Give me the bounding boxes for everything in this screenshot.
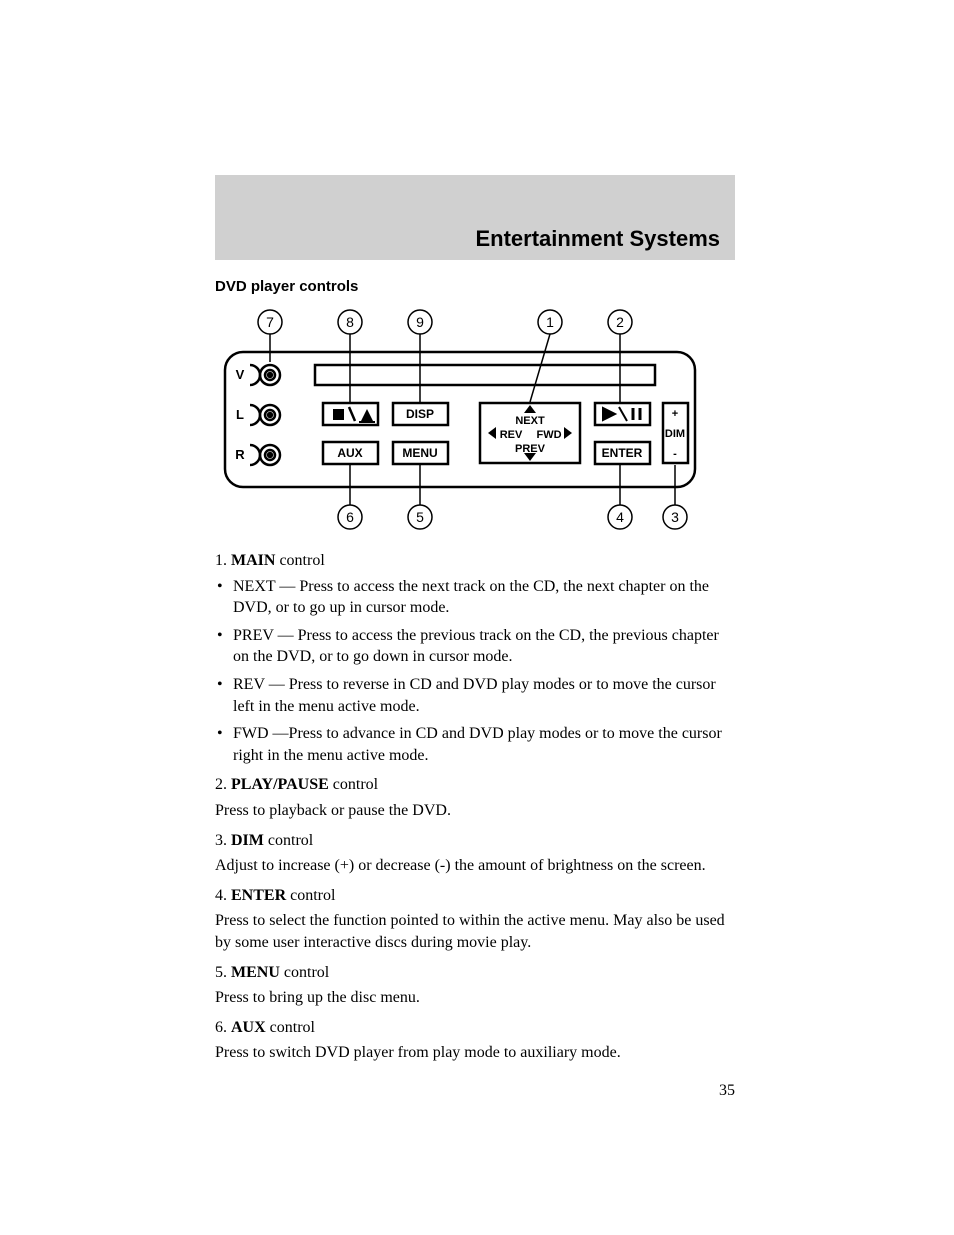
- svg-text:MENU: MENU: [402, 446, 437, 460]
- control-2-heading: 2. PLAY/PAUSE control: [215, 774, 735, 796]
- control-3-heading: 3. DIM control: [215, 830, 735, 852]
- controls-list: 1. MAIN control NEXT — Press to access t…: [215, 550, 735, 1064]
- header-title: Entertainment Systems: [475, 226, 720, 252]
- list-item: NEXT — Press to access the next track on…: [215, 576, 735, 619]
- svg-text:1: 1: [546, 314, 554, 330]
- svg-text:ENTER: ENTER: [602, 446, 643, 460]
- control-4-text: Press to select the function pointed to …: [215, 910, 735, 953]
- svg-text:REV: REV: [500, 429, 523, 441]
- svg-text:NEXT: NEXT: [515, 415, 545, 427]
- svg-text:AUX: AUX: [337, 446, 362, 460]
- svg-text:2: 2: [616, 314, 624, 330]
- svg-text:V: V: [236, 367, 245, 382]
- page: Entertainment Systems DVD player control…: [215, 175, 735, 1100]
- control-6-text: Press to switch DVD player from play mod…: [215, 1042, 735, 1064]
- svg-text:R: R: [235, 447, 245, 462]
- list-item: REV — Press to reverse in CD and DVD pla…: [215, 674, 735, 717]
- svg-text:DISP: DISP: [406, 407, 434, 421]
- list-item: PREV — Press to access the previous trac…: [215, 625, 735, 668]
- control-2-text: Press to playback or pause the DVD.: [215, 800, 735, 822]
- svg-text:L: L: [236, 407, 244, 422]
- svg-text:DIM: DIM: [665, 428, 685, 440]
- control-5-text: Press to bring up the disc menu.: [215, 987, 735, 1009]
- dvd-controls-diagram: 7 8 9 1 2 V L R: [215, 307, 705, 532]
- page-number: 35: [215, 1082, 735, 1100]
- section-heading: DVD player controls: [215, 278, 735, 295]
- svg-text:FWD: FWD: [536, 429, 561, 441]
- control-1-bullets: NEXT — Press to access the next track on…: [215, 576, 735, 767]
- control-6-heading: 6. AUX control: [215, 1017, 735, 1039]
- svg-text:3: 3: [671, 509, 679, 525]
- svg-text:5: 5: [416, 509, 424, 525]
- control-4-heading: 4. ENTER control: [215, 885, 735, 907]
- svg-text:8: 8: [346, 314, 354, 330]
- svg-text:9: 9: [416, 314, 424, 330]
- svg-text:7: 7: [266, 314, 274, 330]
- header-band: Entertainment Systems: [215, 175, 735, 260]
- control-5-heading: 5. MENU control: [215, 962, 735, 984]
- control-1-heading: 1. MAIN control: [215, 550, 735, 572]
- svg-text:+: +: [672, 408, 678, 420]
- svg-text:-: -: [673, 448, 677, 460]
- svg-text:4: 4: [616, 509, 624, 525]
- control-3-text: Adjust to increase (+) or decrease (-) t…: [215, 855, 735, 877]
- list-item: FWD —Press to advance in CD and DVD play…: [215, 723, 735, 766]
- svg-text:6: 6: [346, 509, 354, 525]
